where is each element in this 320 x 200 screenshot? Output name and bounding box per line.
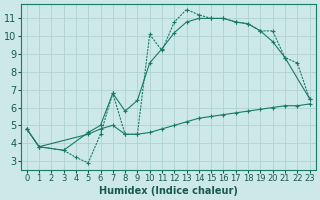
X-axis label: Humidex (Indice chaleur): Humidex (Indice chaleur): [99, 186, 237, 196]
